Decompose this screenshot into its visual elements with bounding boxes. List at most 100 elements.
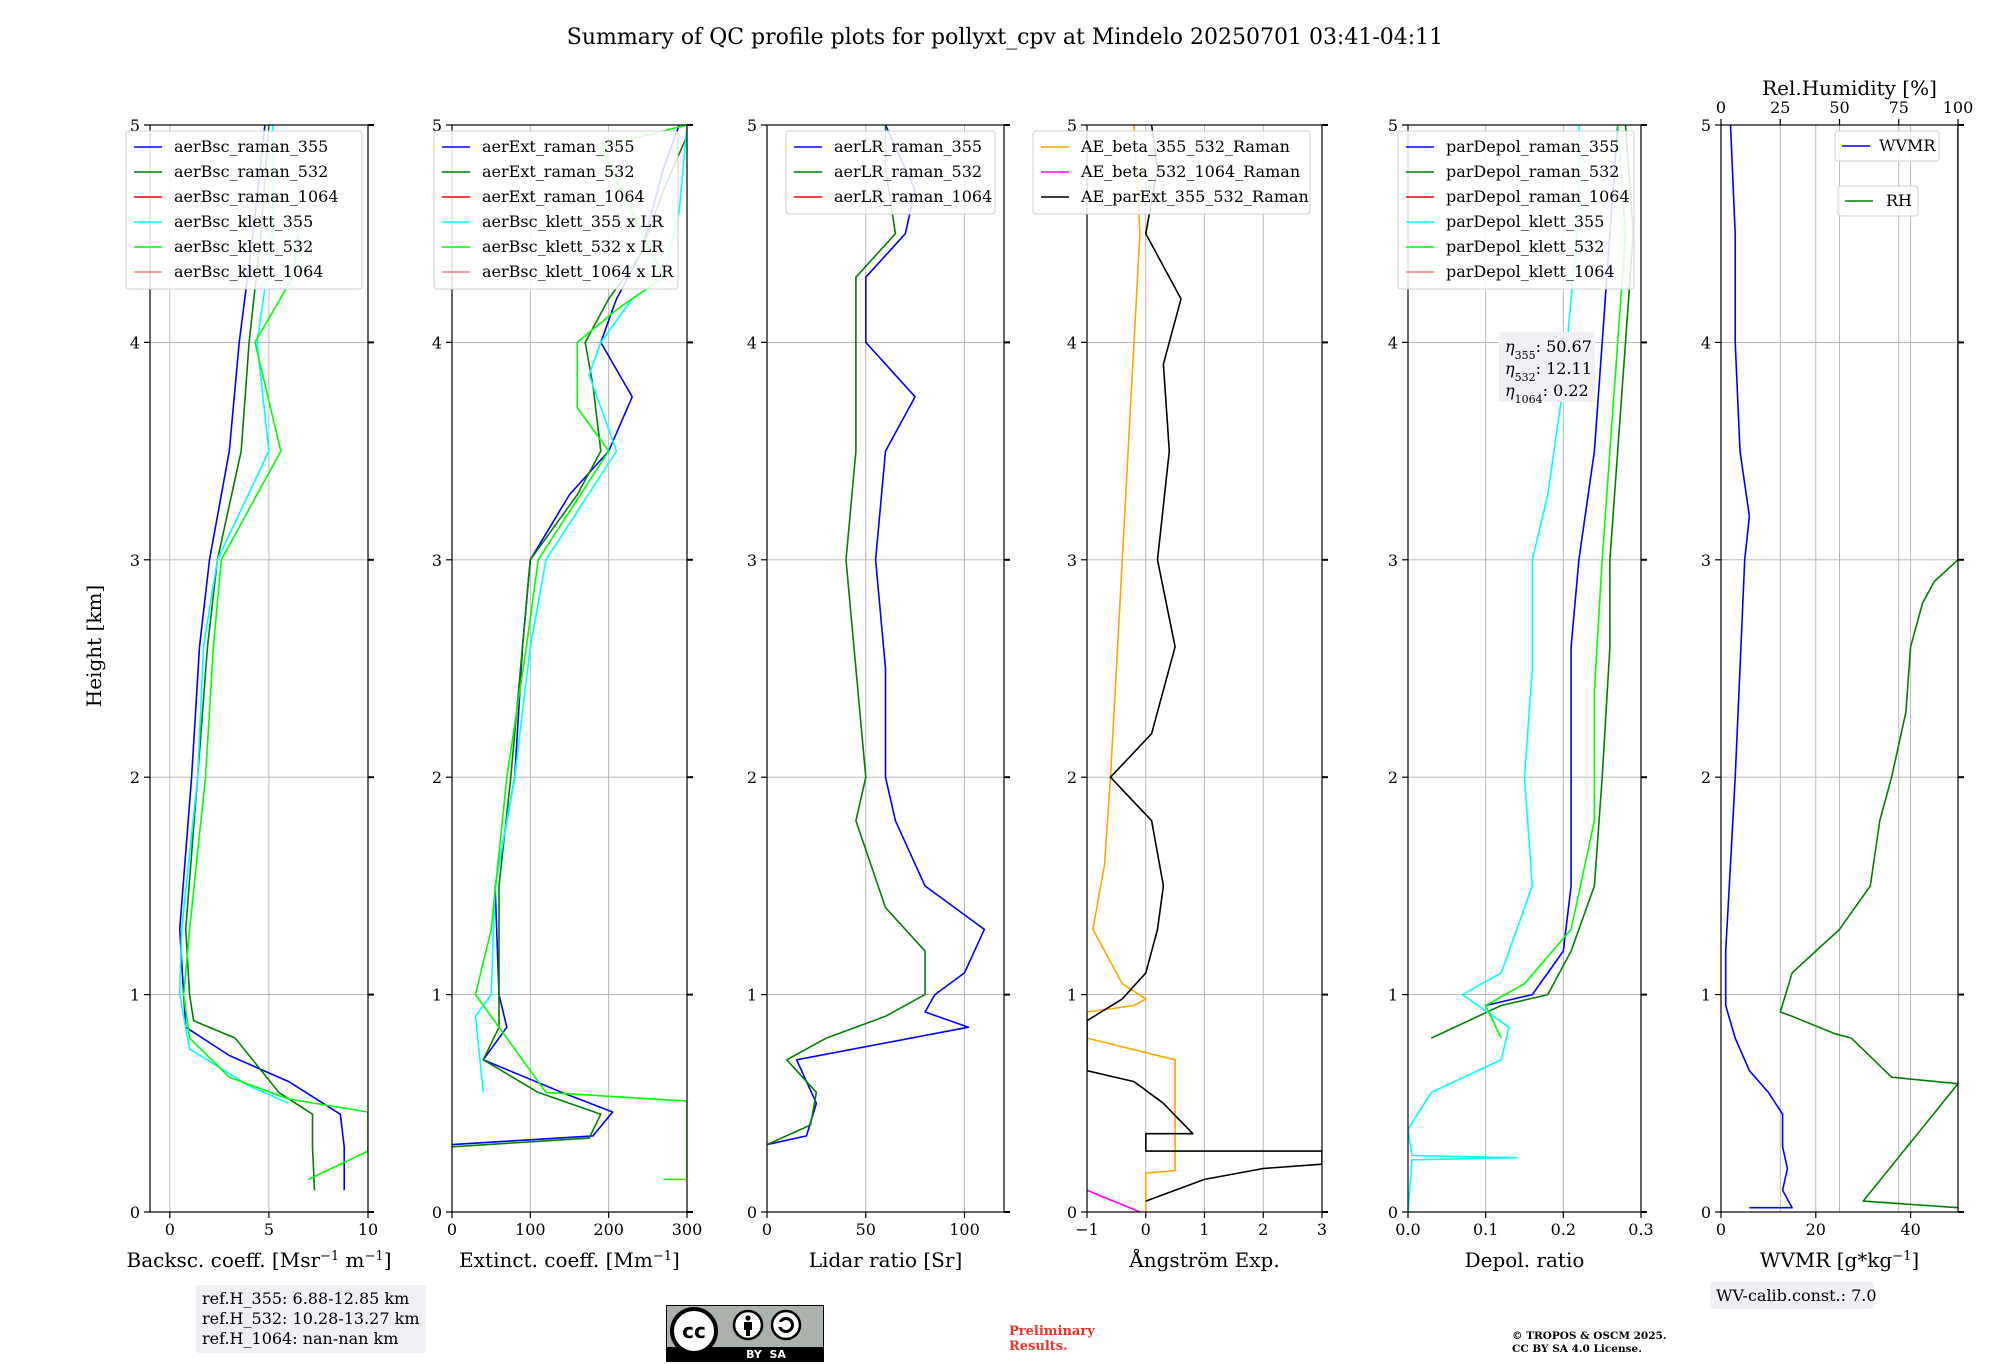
x-tick-label: 0.3 bbox=[1628, 1220, 1653, 1239]
x-tick-label: 20 bbox=[1806, 1220, 1826, 1239]
y-tick-label: 3 bbox=[1388, 551, 1398, 570]
x-axis-label: WVMR [g*kg−1] bbox=[1760, 1248, 1919, 1272]
legend-label: AE_beta_355_532_Raman bbox=[1080, 137, 1290, 156]
subplot-depol: 0.0 0.1 0.2 0.3 0 1 2 3 4 5 Depol. ratio parDepol_r… bbox=[1388, 116, 1654, 1272]
y-tick-label: 1 bbox=[747, 986, 757, 1005]
y-tick-label: 5 bbox=[1701, 116, 1711, 135]
legend-label: aerBsc_klett_355 bbox=[174, 212, 313, 231]
legend-label: WVMR bbox=[1879, 136, 1936, 155]
x-tick-label: 0 bbox=[447, 1220, 457, 1239]
legend: RH bbox=[1837, 185, 1919, 217]
axes-frame bbox=[451, 124, 688, 1213]
legend-label: aerBsc_raman_1064 bbox=[174, 187, 339, 206]
x-tick-label: 1 bbox=[1199, 1220, 1209, 1239]
copyright-note: © TROPOS & OSCM 2025. CC BY SA 4.0 Licen… bbox=[1512, 1330, 1667, 1355]
wv-calib-box: WV-calib.const.: 7.0 bbox=[1710, 1282, 1877, 1309]
series-group bbox=[767, 125, 986, 1146]
eta-line: η355: 50.67 bbox=[1505, 337, 1592, 362]
series-line-wvmr bbox=[1724, 125, 1793, 1209]
series-line-ae-parext-355-532-raman bbox=[1087, 125, 1322, 1202]
y-tick-label: 1 bbox=[1388, 986, 1398, 1005]
y-tick-label: 3 bbox=[1701, 551, 1711, 570]
y-tick-label: 2 bbox=[130, 768, 140, 787]
series-line-ae-beta-355-532-raman bbox=[1087, 125, 1176, 1212]
y-tick-label: 4 bbox=[747, 333, 757, 352]
y-tick-label: 0 bbox=[747, 1203, 757, 1222]
y-tick-label: 4 bbox=[130, 333, 140, 352]
y-tick-label: 2 bbox=[1067, 768, 1077, 787]
axes-frame bbox=[766, 124, 1005, 1213]
legend-label: aerBsc_klett_532 bbox=[174, 237, 313, 256]
license-badge-text: BY SA bbox=[746, 1348, 786, 1361]
x-tick-label: 0 bbox=[762, 1220, 772, 1239]
y-tick-label: 1 bbox=[432, 986, 442, 1005]
subplot-extinction: 0 100 200 300 0 1 2 3 4 5 Extinct. coeff. [Mm−1] ae… bbox=[432, 116, 702, 1272]
legend: aerBsc_raman_355 aerBsc_raman_532 aerBsc_r… bbox=[125, 130, 363, 290]
x-tick-label: 10 bbox=[358, 1220, 378, 1239]
legend-label: parDepol_raman_532 bbox=[1446, 162, 1619, 181]
series-line-aerbsc-raman-355 bbox=[178, 125, 345, 1191]
x-axis-label: Lidar ratio [Sr] bbox=[809, 1248, 963, 1272]
eta-line: η1064: 0.22 bbox=[1505, 381, 1589, 406]
legend-label: AE_beta_532_1064_Raman bbox=[1080, 162, 1300, 181]
figure-title: Summary of QC profile plots for pollyxt_… bbox=[567, 25, 1443, 50]
series-group bbox=[1087, 125, 1322, 1212]
x-tick-label: 200 bbox=[593, 1220, 624, 1239]
x-tick-label: 3 bbox=[1317, 1220, 1327, 1239]
series-line-aerbsc-klett-532 bbox=[182, 233, 368, 1181]
legend-label: RH bbox=[1886, 191, 1912, 210]
y-tick-label: 3 bbox=[1067, 551, 1077, 570]
legend-label: parDepol_klett_532 bbox=[1446, 237, 1604, 256]
legend-label: aerBsc_klett_1064 bbox=[174, 262, 323, 281]
x-axis-label: Extinct. coeff. [Mm−1] bbox=[459, 1248, 680, 1272]
x-tick-label: 0.2 bbox=[1551, 1220, 1576, 1239]
series-line-aerext-raman-532 bbox=[452, 135, 687, 1148]
y-tick-label: 5 bbox=[1067, 116, 1077, 135]
by-person-icon bbox=[732, 1309, 764, 1341]
x-tick-label: 2 bbox=[1258, 1220, 1268, 1239]
x-tick-label: 0 bbox=[165, 1220, 175, 1239]
legend-label: parDepol_klett_355 bbox=[1446, 212, 1604, 231]
wv-calib-text: WV-calib.const.: 7.0 bbox=[1716, 1286, 1877, 1305]
cc-icon: cc bbox=[670, 1307, 718, 1355]
y-tick-label: 0 bbox=[1067, 1203, 1077, 1222]
series-group bbox=[178, 125, 368, 1191]
x-tick-label: 50 bbox=[856, 1220, 876, 1239]
x-tick-label: 0 bbox=[1141, 1220, 1151, 1239]
y-tick-label: 5 bbox=[747, 116, 757, 135]
series-line-ae-beta-532-1064-raman bbox=[1087, 1189, 1141, 1212]
x2-tick-label: 75 bbox=[1889, 98, 1909, 117]
x-axis-label: Backsc. coeff. [Msr−1 m−1] bbox=[127, 1248, 392, 1272]
axes-frame bbox=[149, 124, 369, 1213]
x2-axis-label: Rel.Humidity [%] bbox=[1762, 76, 1937, 100]
x-tick-label: 0 bbox=[1716, 1220, 1726, 1239]
x2-tick-label: 25 bbox=[1770, 98, 1790, 117]
legend-label: aerBsc_raman_532 bbox=[174, 162, 328, 181]
y-tick-label: 1 bbox=[130, 986, 140, 1005]
series-line-aerlr-raman-532 bbox=[767, 125, 926, 1146]
legend-label: aerExt_raman_1064 bbox=[482, 187, 645, 206]
series-line-aerbsc-raman-532 bbox=[184, 125, 316, 1191]
sa-share-icon bbox=[770, 1309, 802, 1341]
y-tick-label: 0 bbox=[130, 1203, 140, 1222]
x2-tick-label: 50 bbox=[1829, 98, 1849, 117]
ref-line: ref.H_532: 10.28-13.27 km bbox=[202, 1309, 420, 1328]
subplot-lidar-ratio: 0 50 100 0 1 2 3 4 5 Lidar ratio [Sr] aerLR_raman_… bbox=[747, 116, 1010, 1272]
y-tick-label: 0 bbox=[432, 1203, 442, 1222]
cc-by-sa-badge: cc BY SA bbox=[666, 1305, 824, 1362]
legend-label: aerLR_raman_355 bbox=[834, 137, 982, 156]
y-tick-label: 4 bbox=[1701, 333, 1711, 352]
reference-heights-box: ref.H_355: 6.88-12.85 km ref.H_532: 10.2… bbox=[196, 1285, 426, 1353]
y-tick-label: 0 bbox=[1388, 1203, 1398, 1222]
legend-label: aerBsc_raman_355 bbox=[174, 137, 328, 156]
axes-frame bbox=[1407, 124, 1642, 1213]
y-tick-label: 2 bbox=[1388, 768, 1398, 787]
ref-line: ref.H_355: 6.88-12.85 km bbox=[202, 1289, 410, 1308]
series-line-rh bbox=[1779, 125, 1958, 1209]
y-tick-label: 2 bbox=[747, 768, 757, 787]
legend: aerExt_raman_355 aerExt_raman_532 aerExt_r… bbox=[433, 130, 679, 290]
x-tick-label: 0.0 bbox=[1395, 1220, 1420, 1239]
y-tick-label: 4 bbox=[1388, 333, 1398, 352]
